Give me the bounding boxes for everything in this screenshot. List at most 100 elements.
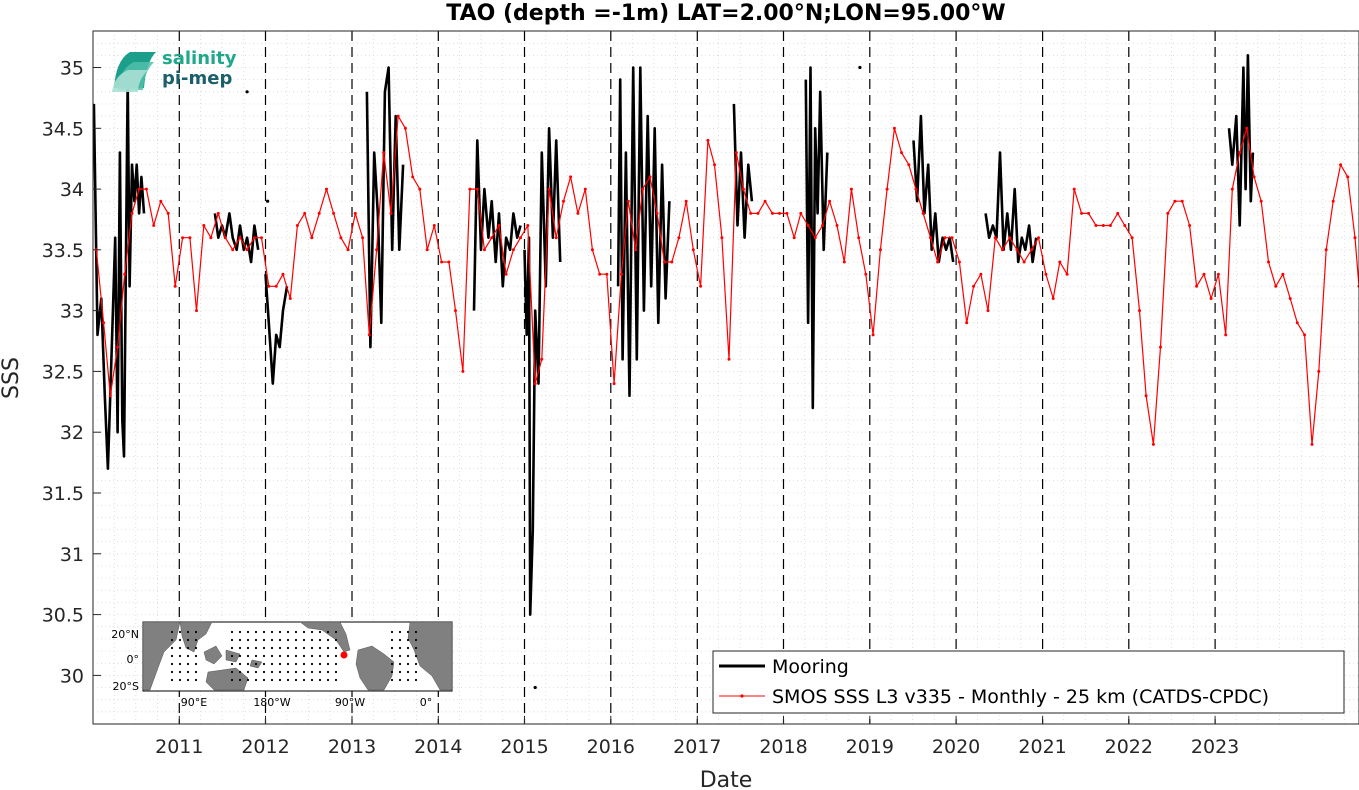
- smos-point: [223, 236, 227, 240]
- smos-point: [411, 175, 415, 179]
- inset-station-dot: [294, 630, 298, 634]
- inset-station-dot: [398, 646, 402, 650]
- smos-point: [1224, 333, 1228, 337]
- inset-station-dot: [230, 638, 234, 642]
- inset-station-dot: [262, 630, 266, 634]
- smos-point: [288, 297, 292, 300]
- inset-station-dot: [414, 662, 418, 666]
- smos-point: [195, 309, 198, 313]
- mooring-segment: [92, 78, 146, 471]
- smos-point: [576, 211, 580, 215]
- inset-station-dot: [194, 662, 198, 666]
- mooring-point: [245, 90, 249, 94]
- x-tick-label-2022: 2022: [1105, 736, 1153, 758]
- inset-station-marker: [340, 651, 348, 659]
- smos-point: [295, 224, 299, 227]
- inset-station-dot: [170, 630, 174, 634]
- inset-lon-90w: 90°W: [335, 696, 365, 709]
- inset-station-dot: [390, 654, 394, 658]
- smos-point: [554, 236, 558, 240]
- inset-station-dot: [238, 638, 242, 642]
- inset-continents: [142, 621, 453, 691]
- smos-point: [231, 248, 235, 252]
- smos-point: [950, 236, 954, 240]
- inset-station-dot: [186, 662, 190, 666]
- smos-point: [1080, 211, 1084, 215]
- inset-station-dot: [294, 678, 298, 682]
- smos-point: [749, 211, 753, 215]
- smos-point: [116, 345, 120, 349]
- inset-station-dot: [286, 654, 290, 658]
- inset-station-dot: [246, 654, 250, 658]
- inset-station-dot: [230, 630, 234, 634]
- inset-station-dot: [246, 646, 250, 650]
- inset-station-dot: [318, 630, 322, 634]
- smos-point: [332, 211, 336, 215]
- inset-station-dot: [278, 646, 282, 650]
- smos-point: [1108, 224, 1112, 227]
- inset-station-dot: [318, 670, 322, 674]
- x-tick-label-2019: 2019: [846, 736, 894, 758]
- smos-point: [526, 224, 530, 227]
- inset-station-dot: [310, 670, 314, 674]
- smos-point: [979, 272, 983, 276]
- inset-station-dot: [270, 678, 274, 682]
- smos-point: [1065, 272, 1069, 276]
- inset-station-dot: [398, 662, 402, 666]
- smos-point: [965, 321, 969, 325]
- smos-point: [482, 248, 486, 252]
- smos-point: [727, 357, 731, 361]
- smos-point: [166, 211, 170, 215]
- smos-point: [1144, 394, 1148, 398]
- inset-station-dot: [270, 654, 274, 658]
- x-tick-label-2015: 2015: [500, 736, 548, 758]
- inset-station-dot: [398, 630, 402, 634]
- mooring-segment: [365, 66, 405, 349]
- inset-lon-90e: 90°E: [181, 696, 207, 709]
- x-axis-ticks: 2011 2012 2013 2014 2015 2016 2017 2018 2019 2020…: [155, 716, 1239, 758]
- smos-point: [346, 248, 350, 252]
- smos-point: [403, 126, 407, 130]
- smos-point: [108, 394, 112, 398]
- smos-point: [1209, 297, 1213, 300]
- inset-station-dot: [238, 670, 242, 674]
- inset-station-dot: [170, 638, 174, 642]
- smos-point: [1180, 199, 1184, 203]
- smos-point: [1267, 260, 1270, 264]
- smos-point: [1303, 333, 1307, 337]
- inset-station-dot: [334, 670, 338, 674]
- mooring-segment: [523, 127, 562, 616]
- mooring-segment: [984, 151, 1038, 264]
- smos-point: [238, 236, 242, 240]
- inset-map: 20°N 0° 20°S 90°E 180°W 90°W 0°: [111, 621, 453, 709]
- inset-station-dot: [178, 678, 182, 682]
- smos-point: [137, 187, 141, 191]
- smos-point: [648, 175, 652, 179]
- inset-station-dot: [414, 654, 418, 658]
- y-tick-label-32: 32: [60, 422, 84, 444]
- salinity-pi-mep-logo: salinity pi-mep: [112, 48, 237, 92]
- x-tick-label-2013: 2013: [328, 736, 376, 758]
- inset-station-dot: [262, 654, 266, 658]
- inset-station-dot: [334, 638, 338, 642]
- smos-point: [447, 260, 451, 264]
- smos-point: [849, 187, 853, 191]
- smos-point: [972, 284, 976, 288]
- smos-point: [763, 199, 767, 203]
- inset-station-dot: [398, 654, 402, 658]
- inset-station-dot: [334, 630, 338, 634]
- smos-point: [418, 187, 422, 191]
- inset-station-dot: [254, 646, 258, 650]
- mooring-segment: [804, 66, 829, 410]
- mooring-segment: [912, 114, 955, 264]
- x-tick-label-2016: 2016: [587, 736, 635, 758]
- x-tick-label-2020: 2020: [932, 736, 980, 758]
- x-tick-label-2023: 2023: [1191, 736, 1239, 758]
- inset-station-dot: [286, 662, 290, 666]
- y-axis-ticks: 30 30.5 31 31.5 32 32.5 33 33.5 34 34.5 35: [42, 58, 101, 687]
- smos-point: [929, 236, 932, 240]
- smos-point: [519, 236, 522, 240]
- inset-station-dot: [318, 646, 322, 650]
- smos-point: [1173, 199, 1177, 203]
- smos-point: [1151, 442, 1155, 446]
